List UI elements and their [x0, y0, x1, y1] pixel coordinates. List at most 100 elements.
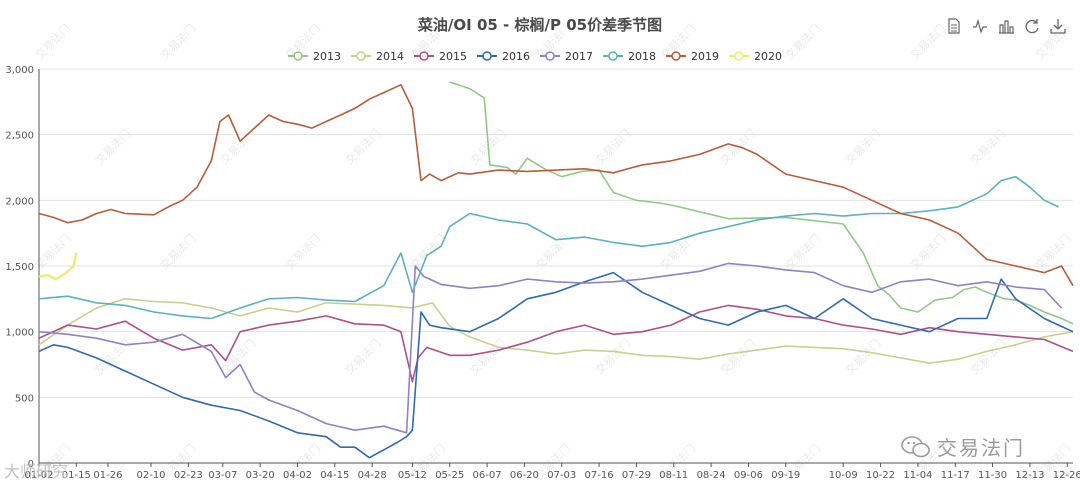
legend-marker	[545, 51, 555, 61]
legend-item-2019[interactable]: 2019	[666, 50, 719, 63]
legend-item-2017[interactable]: 2017	[540, 50, 593, 63]
legend-label: 2016	[502, 50, 530, 63]
legend-marker	[356, 51, 366, 61]
watermark-layer: 交易法门 交易法门 交易法门 交易法门 交易法门 交易法门 交易法门 交易法门 交易法门交易法门…	[32, 21, 1073, 482]
x-tick-label: 04-02	[283, 470, 312, 481]
watermark-text: 交易法门	[782, 21, 823, 62]
watermark-logo-text: 交易法门	[937, 436, 1025, 460]
x-tick-label: 08-24	[697, 470, 726, 481]
download-icon[interactable]	[1050, 18, 1066, 34]
legend-marker	[734, 51, 744, 61]
watermark-text: 交易法门	[717, 336, 758, 377]
x-tick-label: 12-13	[1015, 470, 1044, 481]
watermark-text: 交易法门	[217, 126, 258, 167]
series-line-2015	[38, 304, 1074, 383]
line-chart-icon[interactable]	[972, 18, 988, 34]
legend-label: 2018	[628, 50, 656, 63]
x-tick-label: 02-23	[174, 470, 203, 481]
x-tick-label: 04-15	[320, 470, 349, 481]
y-tick-label: 2,000	[5, 196, 34, 207]
wechat-icon	[901, 435, 930, 457]
x-tick-label: 01-15	[62, 470, 91, 481]
x-tick-label: 11-30	[978, 470, 1007, 481]
legend-label: 2015	[439, 50, 467, 63]
legend-label: 2013	[313, 50, 341, 63]
series-line-2016	[38, 271, 1074, 459]
watermark-text: 交易法门	[842, 336, 883, 377]
x-tick-label: 10-09	[829, 470, 858, 481]
legend-item-2018[interactable]: 2018	[603, 50, 656, 63]
chart-toolbar	[946, 18, 1066, 34]
legend-label: 2020	[754, 50, 782, 63]
x-tick-label: 11-04	[903, 470, 932, 481]
watermark-text: 交易法门	[967, 126, 1008, 167]
series-line-2014	[38, 297, 1074, 365]
legend-marker	[482, 51, 492, 61]
x-tick-label: 01-02	[24, 470, 53, 481]
series-layer	[38, 81, 1074, 459]
watermark-text: 交易法门	[907, 21, 948, 62]
x-tick-label: 05-12	[398, 470, 427, 481]
x-tick-label: 10-22	[866, 470, 895, 481]
y-tick-label: 2,500	[5, 131, 34, 142]
series-line-2018	[38, 175, 1059, 320]
watermark-text: 交易法门	[967, 336, 1008, 377]
watermark-text: 交易法门	[592, 126, 633, 167]
bar-chart-icon[interactable]	[998, 18, 1014, 34]
legend-label: 2017	[565, 50, 593, 63]
data-view-icon[interactable]	[946, 18, 962, 34]
watermark-text: 交易法门	[32, 21, 73, 62]
watermark-logo: 交易法门	[901, 432, 1025, 461]
y-tick-label: 1,000	[5, 328, 34, 339]
legend-item-2020[interactable]: 2020	[729, 50, 782, 63]
series-line-2020	[38, 252, 78, 281]
grid-layer	[39, 68, 1073, 398]
watermark-text: 交易法门	[592, 336, 633, 377]
x-tick-label: 09-19	[771, 470, 800, 481]
x-tick-label: 06-07	[473, 470, 502, 481]
x-tick-label: 01-26	[93, 470, 122, 481]
legend-item-2014[interactable]: 2014	[351, 50, 404, 63]
legend-item-2015[interactable]: 2015	[414, 50, 467, 63]
watermark-text: 交易法门	[217, 336, 258, 377]
legend-marker	[608, 51, 618, 61]
x-tick-label: 09-06	[734, 470, 763, 481]
x-tick-label: 03-07	[208, 470, 237, 481]
watermark-text: 交易法门	[342, 126, 383, 167]
x-tick-label: 07-29	[622, 470, 651, 481]
legend-marker	[293, 51, 303, 61]
legend-label: 2019	[691, 50, 719, 63]
legend-marker	[419, 51, 429, 61]
series-line-2019	[38, 84, 1074, 287]
y-tick-label: 3,000	[5, 65, 34, 76]
watermark-text: 交易法门	[842, 126, 883, 167]
x-tick-label: 03-20	[246, 470, 275, 481]
watermark-source: 大师研究	[4, 462, 69, 481]
legend-item-2016[interactable]: 2016	[477, 50, 530, 63]
x-tick-label: 06-20	[510, 470, 539, 481]
watermark-text: 交易法门	[467, 336, 508, 377]
watermark-text: 交易法门	[157, 21, 198, 62]
y-tick-label: 0	[28, 459, 34, 470]
x-tick-label: 05-25	[435, 470, 464, 481]
x-tick-label: 07-03	[547, 470, 576, 481]
y-tick-label: 500	[15, 393, 34, 404]
series-line-2017	[38, 262, 1063, 434]
legend: 2013 2014 2015 2016 2017 2018 2019 2020	[288, 50, 782, 63]
watermark-text: 交易法门	[92, 126, 133, 167]
y-tick-label: 1,500	[5, 262, 34, 273]
chart-title: 菜油/OI 05 - 棕榈/P 05价差季节图	[417, 16, 662, 34]
x-tick-label: 11-17	[941, 470, 970, 481]
legend-marker	[671, 51, 681, 61]
x-tick-label: 04-28	[358, 470, 387, 481]
series-line-2013	[449, 81, 1074, 325]
legend-item-2013[interactable]: 2013	[288, 50, 341, 63]
x-tick-label: 08-11	[659, 470, 688, 481]
watermark-text: 交易法门	[342, 336, 383, 377]
x-tick-label: 12-26	[1053, 470, 1080, 481]
restore-icon[interactable]	[1024, 18, 1040, 34]
legend-label: 2014	[376, 50, 404, 63]
